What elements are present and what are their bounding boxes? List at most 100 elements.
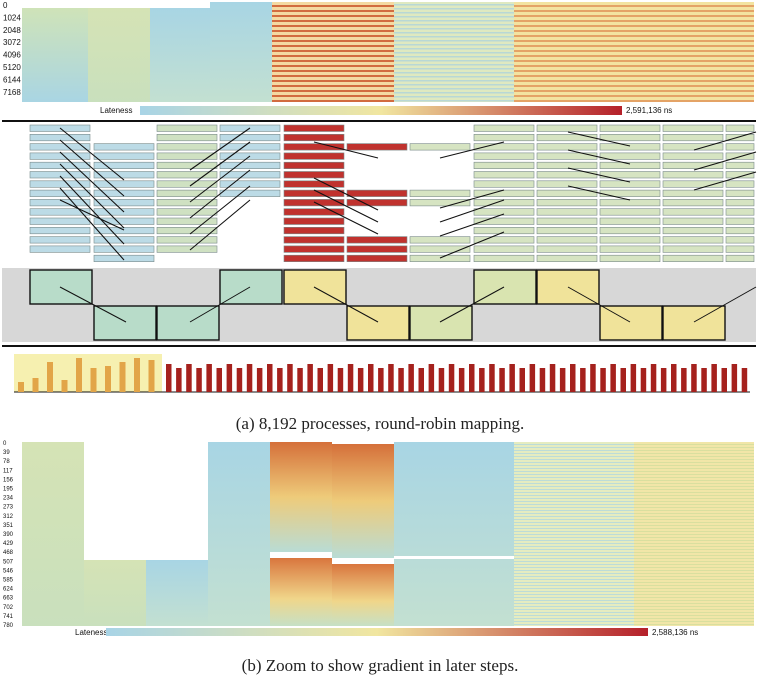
y-tick-label: 429 [3, 541, 14, 547]
event-box [662, 171, 724, 179]
event-box [346, 236, 408, 244]
y-tick-label: 234 [3, 496, 14, 502]
panel-a-y-ticks: 0 1024 2048 3072 4096 5120 6144 7168 [3, 1, 21, 97]
overview-bar [166, 364, 172, 392]
overview-bar [458, 368, 465, 392]
cluster-box [409, 305, 473, 341]
dependency-edge [439, 199, 505, 223]
event-box [283, 217, 345, 225]
event-box [662, 245, 724, 253]
event-box [662, 227, 724, 235]
overview-bar [134, 358, 140, 392]
event-box [219, 143, 281, 151]
overview-bar [246, 364, 253, 392]
event-box [599, 217, 661, 225]
event-box [93, 254, 155, 262]
event-box [725, 245, 755, 253]
overview-bar [216, 368, 222, 392]
overview-bar [509, 364, 515, 392]
heat-col [84, 560, 146, 626]
event-box [536, 143, 598, 151]
overview-bar [347, 364, 354, 392]
heat-col [270, 442, 332, 552]
event-box [473, 254, 535, 262]
event-box [725, 171, 755, 179]
event-box [346, 254, 408, 262]
event-box [156, 161, 218, 169]
cluster-edges [59, 286, 757, 323]
dependency-edge [439, 189, 505, 209]
overview-bar [620, 368, 626, 392]
dependency-edge [189, 141, 251, 187]
cluster-box [93, 305, 157, 341]
heat-col [146, 560, 208, 626]
event-box [473, 208, 535, 216]
overview-bar [671, 364, 677, 392]
event-box [473, 217, 535, 225]
event-box [156, 152, 218, 160]
overview-bar [448, 364, 455, 392]
event-box [536, 189, 598, 197]
overview-bar [317, 368, 323, 392]
heat-col [22, 442, 84, 626]
gap [332, 558, 394, 563]
overview-bar [691, 364, 697, 392]
event-box [93, 171, 155, 179]
panel-b-y-ticks: 0 39 78 117 156 195 234 273 312 351 390 429 468 507 54… [3, 441, 14, 629]
event-box [156, 217, 218, 225]
overview-bar [327, 364, 334, 392]
event-box [409, 189, 471, 197]
y-tick-label: 156 [3, 477, 14, 483]
y-tick-label: 78 [3, 459, 10, 465]
overview-bar [186, 364, 192, 392]
event-box [662, 180, 724, 188]
event-box [662, 152, 724, 160]
event-box [599, 227, 661, 235]
event-box [662, 143, 724, 151]
overview-bar [701, 368, 707, 392]
overview-bar [61, 380, 68, 392]
event-box [29, 199, 91, 207]
y-tick-label: 117 [3, 468, 13, 474]
y-tick-label: 1024 [3, 13, 21, 22]
dependency-edge [189, 169, 251, 219]
event-box [283, 180, 345, 188]
event-box [662, 134, 724, 142]
event-box [599, 236, 661, 244]
overview-bar [489, 364, 495, 392]
panel-b-heatmap [22, 442, 754, 626]
event-box [283, 171, 345, 179]
event-box [536, 152, 598, 160]
heat-col [514, 442, 634, 626]
event-box [29, 189, 91, 197]
event-box [725, 199, 755, 207]
event-box [283, 227, 345, 235]
y-tick-label: 702 [3, 605, 14, 611]
overview-bar [105, 366, 111, 392]
y-tick-label: 624 [3, 587, 14, 593]
dependency-edge [439, 213, 505, 237]
event-box [283, 143, 345, 151]
event-box [156, 208, 218, 216]
event-box [156, 227, 218, 235]
event-box [283, 161, 345, 169]
overview-bar [610, 364, 616, 392]
event-box [93, 245, 155, 253]
heat-col [332, 564, 394, 626]
overview-bar [479, 368, 485, 392]
event-box [29, 236, 91, 244]
dependency-edge [567, 167, 631, 183]
overview-bar [418, 368, 424, 392]
event-box [599, 208, 661, 216]
overview-bar [519, 368, 525, 392]
event-box [725, 161, 755, 169]
event-box [93, 152, 155, 160]
event-box [29, 161, 91, 169]
event-box [662, 189, 724, 197]
event-box [93, 199, 155, 207]
event-box [536, 161, 598, 169]
event-box [662, 124, 724, 132]
overview-bar [267, 364, 273, 392]
event-box [473, 180, 535, 188]
event-box [725, 180, 755, 188]
